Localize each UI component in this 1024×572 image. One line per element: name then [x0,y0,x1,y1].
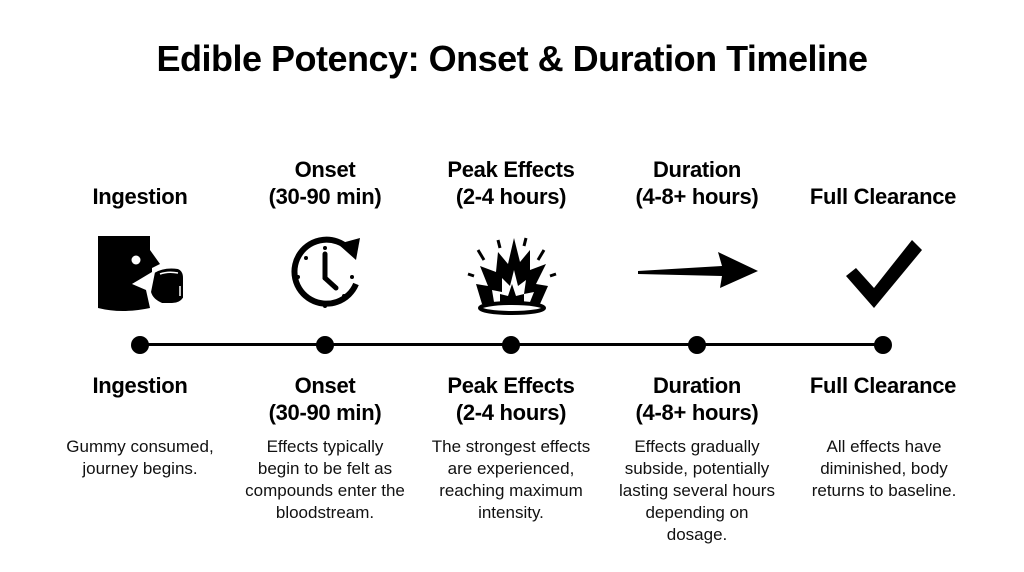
arrow-right-icon [636,228,762,318]
heading-line1: Onset [294,157,356,182]
stage-heading-ingestion-top: Ingestion [47,183,233,210]
timeline-marker-clearance [874,336,892,354]
stage-heading-clearance: Full Clearance [790,372,976,399]
stage-heading-peak: Peak Effects (2-4 hours) [418,372,604,426]
heading-line1: Ingestion [92,373,188,398]
timeline-marker-peak [502,336,520,354]
heading-line2: (2-4 hours) [455,400,567,425]
stage-description-peak: The strongest effects are experienced, r… [431,437,591,522]
explosion-burst-icon [462,228,562,318]
heading-line1: Full Clearance [809,184,957,209]
heading-line2: (30-90 min) [268,400,382,425]
stage-heading-onset-top: Onset (30-90 min) [232,156,418,210]
heading-line1: Onset [294,373,356,398]
stage-description-onset: Effects typically begin to be felt as co… [245,437,405,522]
heading-line1: Ingestion [92,184,188,209]
clock-rotate-icon [276,228,376,318]
stage-description-clearance: All effects have diminished, body return… [811,437,957,500]
checkmark-icon [834,228,934,318]
heading-line1: Duration [652,373,742,398]
page-title: Edible Potency: Onset & Duration Timelin… [156,38,868,79]
stage-heading-clearance-top: Full Clearance [790,183,976,210]
heading-line1: Peak Effects [447,373,575,398]
person-eating-gummy-icon [92,228,192,318]
heading-line1: Duration [652,157,742,182]
heading-line1: Peak Effects [447,157,575,182]
stage-heading-ingestion: Ingestion [47,372,233,399]
stage-heading-duration-top: Duration (4-8+ hours) [604,156,790,210]
stage-heading-duration: Duration (4-8+ hours) [604,372,790,426]
timeline-marker-duration [688,336,706,354]
stage-description-duration: Effects gradually subside, potentially l… [619,437,775,544]
heading-line1: Full Clearance [809,373,957,398]
heading-line2: (30-90 min) [268,184,382,209]
timeline-marker-onset [316,336,334,354]
stage-description-ingestion: Gummy consumed, journey begins. [66,437,214,478]
stage-heading-onset: Onset (30-90 min) [232,372,418,426]
heading-line2: (2-4 hours) [455,184,567,209]
stage-heading-peak-top: Peak Effects (2-4 hours) [418,156,604,210]
heading-line2: (4-8+ hours) [635,184,759,209]
timeline-marker-ingestion [131,336,149,354]
heading-line2: (4-8+ hours) [635,400,759,425]
